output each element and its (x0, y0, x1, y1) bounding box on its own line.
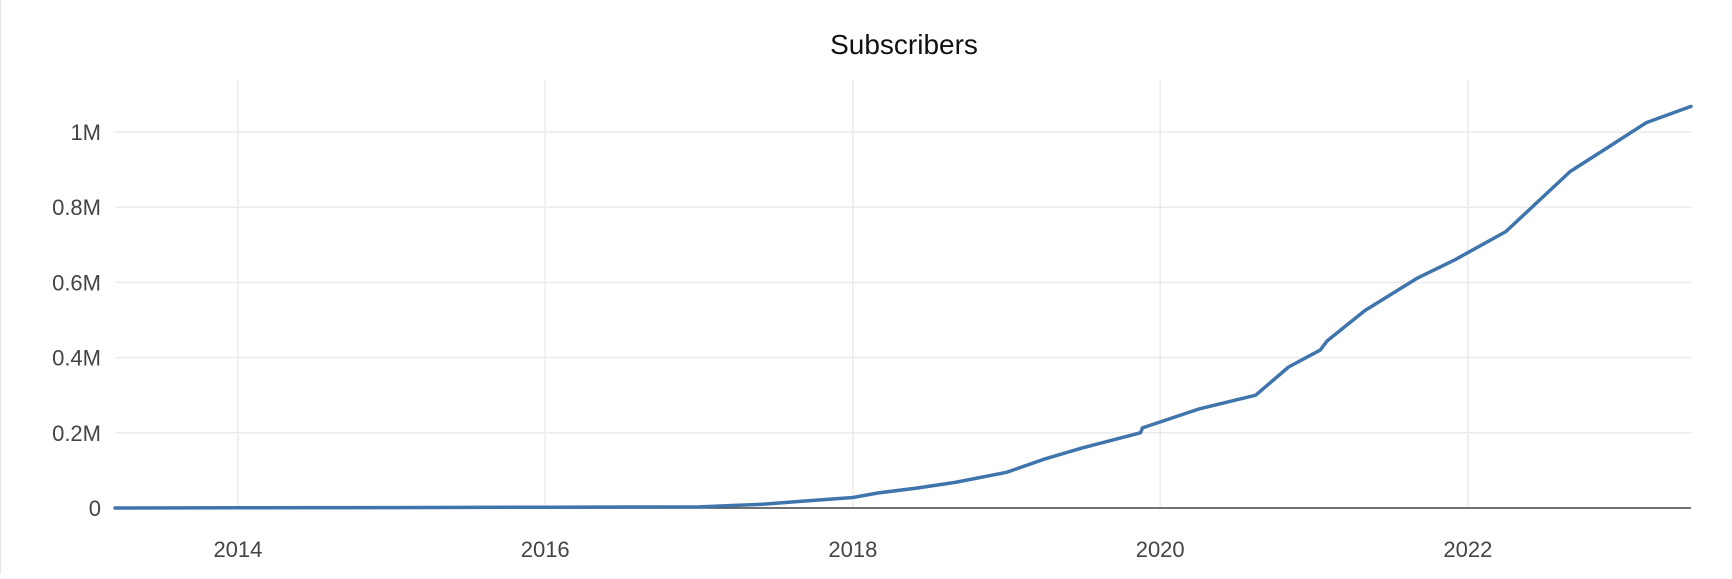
series-layer (113, 104, 1693, 510)
x-tick-label: 2020 (1136, 537, 1185, 562)
x-tick-label: 2018 (828, 537, 877, 562)
x-tick-label: 2022 (1443, 537, 1492, 562)
series-line-subscribers (113, 104, 1693, 510)
x-tick-label: 2016 (521, 537, 570, 562)
y-tick-label: 0 (89, 496, 101, 521)
chart-title: Subscribers (830, 29, 978, 60)
y-tick-label: 0.8M (52, 195, 101, 220)
grid-layer (115, 80, 1691, 508)
y-tick-label: 0.4M (52, 346, 101, 371)
x-tick-label: 2014 (213, 537, 262, 562)
y-tick-label: 0.6M (52, 270, 101, 295)
y-tick-label: 1M (70, 120, 101, 145)
y-tick-label: 0.2M (52, 421, 101, 446)
axis-layer: 2014 2016 2018 2020 2022 0 0.2M 0.4M 0.6M 0.8M 1M (52, 120, 1691, 562)
